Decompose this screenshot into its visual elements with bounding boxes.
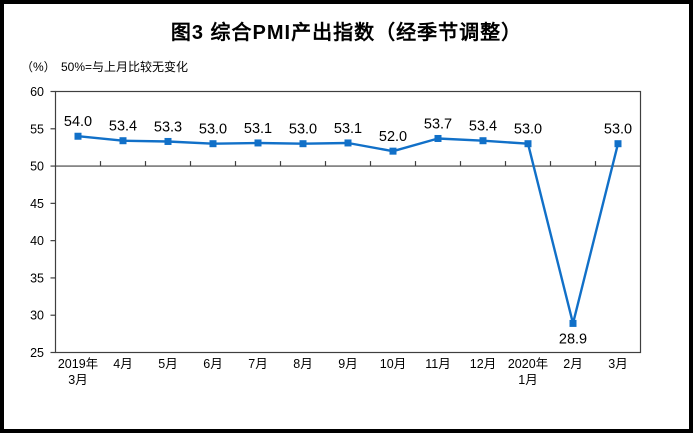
x-axis-tick-label: 3月 [68,373,87,387]
data-label: 53.4 [469,119,497,135]
data-label: 52.0 [379,129,407,145]
y-axis-tick-label: 55 [30,122,44,136]
data-point-marker [209,140,217,148]
data-point-marker [119,137,127,145]
data-label: 53.0 [604,122,632,138]
x-axis-tick-label: 6月 [203,357,222,371]
data-label: 53.0 [289,122,317,138]
pmi-series-line [76,134,620,325]
data-label: 53.3 [154,119,182,135]
y-axis-tick-label: 40 [30,234,44,248]
x-axis-tick-label: 9月 [338,357,357,371]
y-axis-tick-label: 30 [30,309,44,323]
x-axis-tick-label: 12月 [470,357,496,371]
x-axis-tick-label: 4月 [113,357,132,371]
x-axis-tick-label: 7月 [248,357,267,371]
data-point-marker [299,140,307,148]
x-axis-tick-label: 2月 [563,357,582,371]
y-axis-tick-label: 25 [30,346,44,360]
data-point-marker [569,319,577,327]
data-label: 53.1 [334,121,362,137]
x-axis-tick-label: 3月 [608,357,627,371]
data-point-marker [164,137,172,145]
plot-area-border [54,90,642,354]
x-axis-tick-label: 2020年 [508,357,548,371]
data-point-marker [524,140,532,148]
y-axis-tick-label: 35 [30,271,44,285]
data-label: 53.0 [514,122,542,138]
x-axis-tick-label: 10月 [380,357,406,371]
data-label: 53.0 [199,122,227,138]
x-axis-tick-label: 5月 [158,357,177,371]
x-axis-tick-label: 11月 [425,357,450,371]
reference-line-note: 50%=与上月比较无变化 [61,60,189,74]
y-axis-tick-label: 50 [30,160,44,174]
data-label: 53.1 [244,121,272,137]
x-axis-tick-label: 2019年 [58,357,98,371]
data-point-marker [614,140,622,148]
data-point-marker [254,139,262,147]
data-point-marker [434,134,442,142]
chart-title: 图3 综合PMI产出指数（经季节调整） [170,22,523,44]
y-axis-unit-label: （%） [21,60,56,74]
data-label: 28.9 [559,331,587,347]
data-point-marker [344,139,352,147]
y-axis-tick-label: 60 [30,85,44,99]
data-label: 53.4 [109,119,137,135]
y-axis-tick-label: 45 [30,197,44,211]
data-point-marker [74,132,82,140]
x-axis-tick-label: 1月 [518,373,537,387]
data-point-marker [479,137,487,145]
data-label: 54.0 [64,114,92,130]
x-axis-tick-label: 8月 [293,357,312,371]
data-point-marker [389,147,397,155]
data-label: 53.7 [424,116,452,132]
